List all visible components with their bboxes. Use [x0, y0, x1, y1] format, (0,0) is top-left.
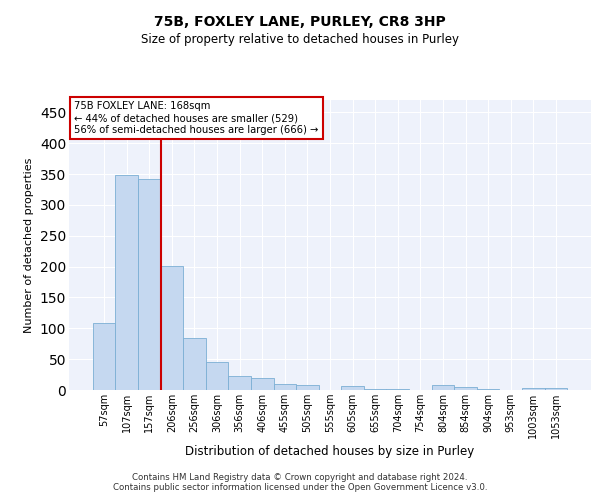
Bar	[431, 385, 454, 390]
Bar	[296, 385, 319, 390]
Bar	[206, 362, 229, 390]
Bar	[341, 386, 364, 390]
Bar	[115, 174, 138, 390]
Y-axis label: Number of detached properties: Number of detached properties	[24, 158, 34, 332]
Bar	[229, 376, 251, 390]
Bar	[161, 266, 183, 390]
Bar	[251, 378, 274, 390]
Bar	[522, 388, 545, 390]
X-axis label: Distribution of detached houses by size in Purley: Distribution of detached houses by size …	[185, 445, 475, 458]
Text: 75B, FOXLEY LANE, PURLEY, CR8 3HP: 75B, FOXLEY LANE, PURLEY, CR8 3HP	[154, 15, 446, 29]
Text: 75B FOXLEY LANE: 168sqm
← 44% of detached houses are smaller (529)
56% of semi-d: 75B FOXLEY LANE: 168sqm ← 44% of detache…	[74, 102, 319, 134]
Text: Size of property relative to detached houses in Purley: Size of property relative to detached ho…	[141, 32, 459, 46]
Bar	[274, 384, 296, 390]
Bar	[183, 338, 206, 390]
Bar	[138, 179, 161, 390]
Bar	[93, 322, 115, 390]
Bar	[545, 388, 567, 390]
Text: Contains HM Land Registry data © Crown copyright and database right 2024.
Contai: Contains HM Land Registry data © Crown c…	[113, 473, 487, 492]
Bar	[454, 387, 477, 390]
